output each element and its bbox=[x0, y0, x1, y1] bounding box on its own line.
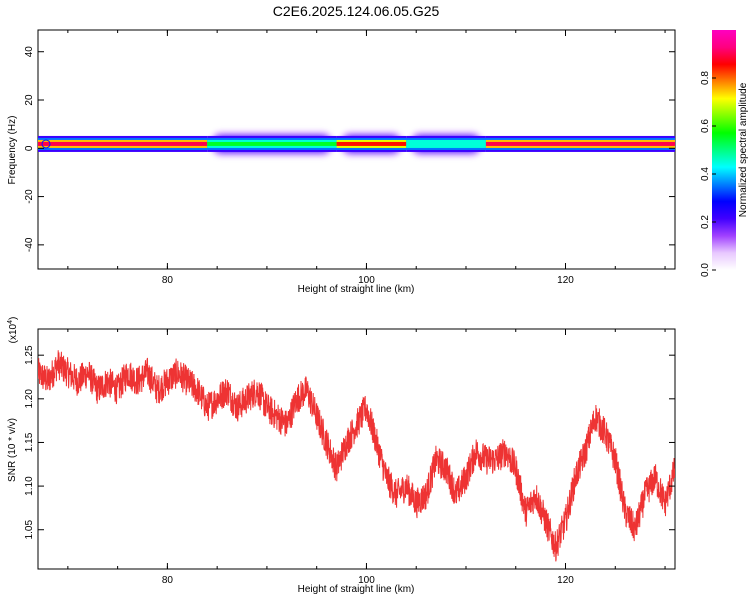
snr-x-tick-label: 80 bbox=[162, 575, 174, 586]
spectrogram-band-cell bbox=[207, 141, 337, 146]
spectrogram-x-tick-label: 100 bbox=[358, 275, 375, 286]
snr-panel: 80 100 120 1.05 1.10 1.15 1.20 1.25 Height of s… bbox=[7, 317, 676, 595]
spectrogram-y-tick-label: 0 bbox=[24, 145, 35, 151]
spectrogram-y-label: Frequency (Hz) bbox=[7, 116, 18, 185]
colorbar-label: Normalized spectral amplitude bbox=[738, 82, 749, 217]
spectrogram-band-cell bbox=[38, 141, 208, 146]
spectrogram-band bbox=[38, 131, 675, 156]
snr-y-tick-label: 1.10 bbox=[24, 476, 35, 496]
spectrogram-y-tick-label: 20 bbox=[24, 94, 35, 106]
snr-y-label: SNR (10 * v/v) bbox=[7, 418, 18, 482]
snr-y-multiplier: (x104) bbox=[7, 317, 19, 344]
colorbar-tick-label: 0.0 bbox=[700, 263, 711, 277]
spectrogram-y-tick-label: -40 bbox=[24, 237, 35, 252]
chart-title: C2E6.2025.124.06.05.G25 bbox=[272, 3, 440, 19]
spectrogram-x-tick-label: 120 bbox=[557, 275, 574, 286]
snr-line bbox=[38, 350, 675, 562]
snr-x-tick-label: 120 bbox=[557, 575, 574, 586]
snr-series bbox=[38, 350, 675, 562]
colorbar-tick-label: 0.2 bbox=[700, 215, 711, 229]
spectrogram-band-cell bbox=[406, 141, 486, 146]
snr-ticks: 80 100 120 1.05 1.10 1.15 1.20 1.25 bbox=[24, 329, 675, 586]
colorbar-tick-label: 0.8 bbox=[700, 71, 711, 85]
spectrogram-y-tick-label: -20 bbox=[24, 189, 35, 204]
snr-y-tick-label: 1.20 bbox=[24, 389, 35, 409]
spectrogram-band-start bbox=[41, 139, 51, 149]
spectrogram-y-tick-label: 40 bbox=[24, 46, 35, 58]
colorbar-tick-label: 0.6 bbox=[700, 119, 711, 133]
spectrogram-ticks: 80 100 120 -40 -20 0 20 40 bbox=[24, 30, 675, 286]
colorbar-gradient bbox=[712, 30, 736, 270]
spectrogram-x-label: Height of straight line (km) bbox=[298, 284, 415, 295]
snr-frame bbox=[37, 328, 676, 570]
snr-y-tick-label: 1.25 bbox=[24, 345, 35, 365]
colorbar-tick-label: 0.4 bbox=[700, 167, 711, 181]
spectrogram-band-cell bbox=[485, 141, 675, 146]
snr-x-tick-label: 100 bbox=[358, 575, 375, 586]
snr-y-tick-label: 1.05 bbox=[24, 520, 35, 540]
snr-y-tick-label: 1.15 bbox=[24, 432, 35, 452]
spectrogram-panel: 80 100 120 -40 -20 0 20 40 Height of straight l… bbox=[7, 29, 676, 295]
colorbar-ticks: 0.0 0.2 0.4 0.6 0.8 bbox=[700, 71, 716, 277]
spectrogram-x-tick-label: 80 bbox=[162, 275, 174, 286]
spectrogram-band-cell bbox=[336, 141, 407, 146]
colorbar: 0.0 0.2 0.4 0.6 0.8 Normalized spectral ampl… bbox=[700, 30, 749, 277]
snr-x-label: Height of straight line (km) bbox=[298, 584, 415, 595]
